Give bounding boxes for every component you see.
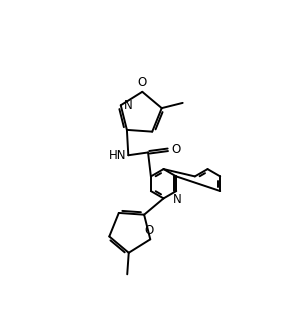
Text: N: N bbox=[173, 193, 182, 206]
Text: O: O bbox=[144, 223, 153, 236]
Text: N: N bbox=[124, 99, 133, 112]
Text: HN: HN bbox=[109, 149, 127, 162]
Text: O: O bbox=[171, 143, 181, 156]
Text: O: O bbox=[138, 76, 147, 89]
